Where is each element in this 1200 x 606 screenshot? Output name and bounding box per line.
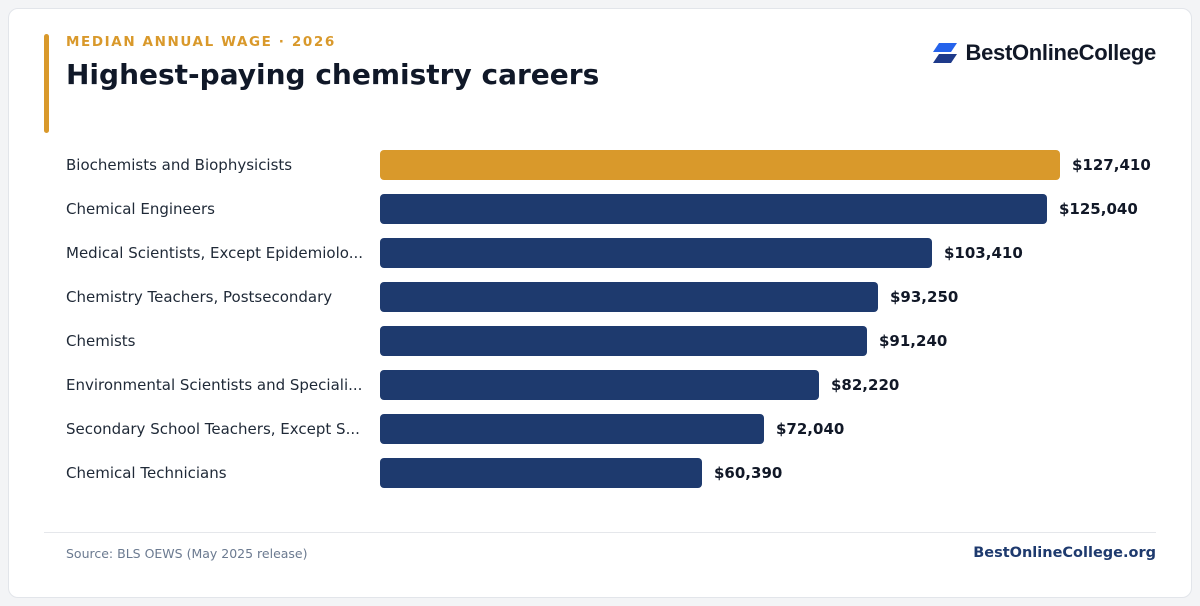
bar [380, 326, 867, 356]
brand-logo: BestOnlineCollege [932, 40, 1157, 66]
source-note: Source: BLS OEWS (May 2025 release) [66, 546, 308, 561]
category-label: Chemists [66, 332, 136, 350]
stacked-parallelogram-logo-icon [932, 43, 957, 63]
footer-divider [44, 532, 1156, 533]
bar [380, 238, 932, 268]
bar [380, 370, 819, 400]
bar [380, 194, 1047, 224]
bar [380, 414, 764, 444]
value-label: $103,410 [944, 244, 1023, 262]
category-label: Chemical Technicians [66, 464, 227, 482]
accent-bar [44, 34, 49, 133]
value-label: $82,220 [831, 376, 899, 394]
chart-title: Highest-paying chemistry careers [66, 58, 600, 91]
category-label: Chemistry Teachers, Postsecondary [66, 288, 332, 306]
category-label: Chemical Engineers [66, 200, 215, 218]
category-label: Secondary School Teachers, Except S... [66, 420, 360, 438]
brand-name: BestOnlineCollege [965, 40, 1157, 65]
bar [380, 458, 702, 488]
value-label: $91,240 [879, 332, 947, 350]
value-label: $127,410 [1072, 156, 1151, 174]
category-label: Biochemists and Biophysicists [66, 156, 292, 174]
value-label: $125,040 [1059, 200, 1138, 218]
value-label: $60,390 [714, 464, 782, 482]
category-label: Medical Scientists, Except Epidemiolo... [66, 244, 363, 262]
bar [380, 282, 878, 312]
chart-eyebrow: MEDIAN ANNUAL WAGE · 2026 [66, 34, 336, 50]
value-label: $93,250 [890, 288, 958, 306]
site-link[interactable]: BestOnlineCollege.org [973, 545, 1156, 561]
category-label: Environmental Scientists and Speciali... [66, 376, 362, 394]
bar [380, 150, 1060, 180]
value-label: $72,040 [776, 420, 844, 438]
